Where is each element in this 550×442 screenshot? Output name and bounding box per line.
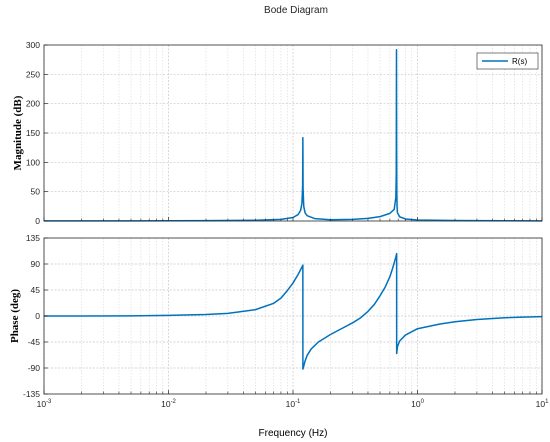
phase-y-tick-label: 0: [35, 311, 40, 321]
x-axis-label: Frequency (Hz): [259, 428, 328, 439]
x-tick-label: 10-2: [161, 399, 176, 409]
magnitude-axes: 0 50 100 150 200 250 300 Magnitude (dB) R(s): [12, 40, 543, 226]
figure-title: Bode Diagram: [264, 5, 328, 16]
x-tick-label: 101: [536, 399, 549, 409]
magnitude-y-axis-label: Magnitude (dB): [12, 95, 24, 170]
phase-y-axis-label: Phase (deg): [9, 289, 21, 343]
phase-y-tick-label: -45: [28, 337, 41, 347]
magnitude-ticks: 0 50 100 150 200 250 300: [26, 40, 543, 226]
x-tick-label: 100: [411, 399, 424, 409]
phase-series-line: [44, 252, 543, 370]
magnitude-y-tick-label: 200: [26, 99, 40, 109]
phase-y-tick-label: 45: [31, 285, 41, 295]
phase-y-tick-label: 90: [31, 259, 41, 269]
phase-y-tick-label: -135: [23, 389, 40, 399]
phase-series: [44, 252, 543, 370]
phase-axes: -135 -90 -45 0 45 90 135 10-3 10-2 10-1 100 101 Pha…: [9, 233, 549, 439]
phase-y-tick-label: 135: [26, 233, 40, 243]
phase-ticks: -135 -90 -45 0 45 90 135 10-3 10-2 10-1 100 101: [23, 233, 549, 409]
x-tick-label: 10-3: [37, 399, 52, 409]
phase-y-tick-label: -90: [28, 363, 41, 373]
magnitude-y-tick-label: 100: [26, 157, 40, 167]
magnitude-y-tick-label: 50: [31, 187, 41, 197]
magnitude-y-tick-label: 250: [26, 69, 40, 79]
x-tick-label: 10-1: [286, 399, 301, 409]
legend-label: R(s): [512, 57, 527, 66]
magnitude-y-tick-label: 150: [26, 128, 40, 138]
legend: R(s): [476, 52, 539, 70]
magnitude-y-tick-label: 0: [35, 216, 40, 226]
magnitude-y-tick-label: 300: [26, 40, 40, 50]
